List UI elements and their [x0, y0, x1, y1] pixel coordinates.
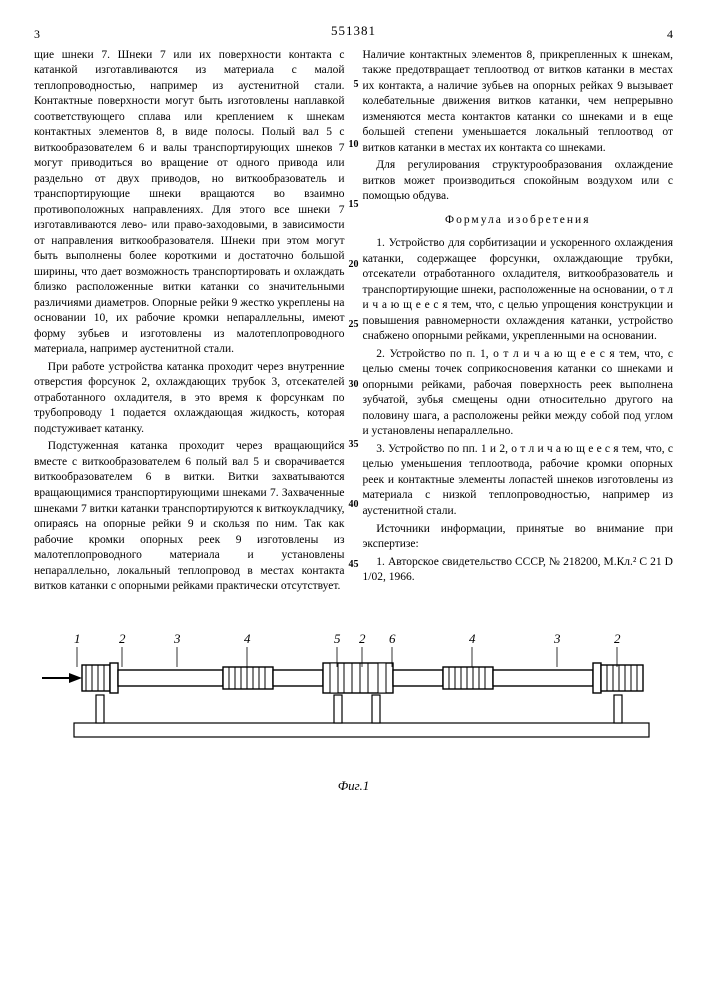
patent-number: 551381: [34, 22, 673, 40]
left-column: щие шнеки 7. Шнеки 7 или их поверхности …: [34, 48, 345, 597]
left-p2: При работе устройства катанка проходит ч…: [34, 360, 345, 438]
text-columns: щие шнеки 7. Шнеки 7 или их поверхности …: [34, 48, 673, 597]
right-p1: Наличие контактных элементов 8, прикрепл…: [363, 48, 674, 157]
line-number: 40: [349, 498, 359, 512]
line-number: 20: [349, 258, 359, 272]
right-page-col-num: 4: [667, 26, 673, 42]
formula-heading: Формула изобретения: [363, 213, 674, 229]
figure-label: 4: [244, 631, 251, 646]
claim-1: 1. Устройство для сорбитизации и ускорен…: [363, 236, 674, 345]
figure-label: 1: [74, 631, 81, 646]
line-number: 35: [349, 438, 359, 452]
figure-label: 5: [334, 631, 341, 646]
figure-label: 4: [469, 631, 476, 646]
right-column: Наличие контактных элементов 8, прикрепл…: [363, 48, 674, 597]
line-number: 30: [349, 378, 359, 392]
figure-label: 6: [389, 631, 396, 646]
figure-label: 2: [119, 631, 126, 646]
line-number: 25: [349, 318, 359, 332]
sources-heading: Источники информации, принятые во вниман…: [363, 522, 674, 553]
line-number: 15: [349, 198, 359, 212]
source-1: 1. Авторское свидетельство СССР, № 21820…: [363, 555, 674, 586]
claim-3: 3. Устройство по пп. 1 и 2, о т л и ч а …: [363, 442, 674, 520]
line-number: 10: [349, 138, 359, 152]
figure-1: 1 2 3 4 5 2 6 4 3 2 Фиг.1: [34, 619, 673, 795]
left-p3: Подстуженная катанка проходит через вращ…: [34, 439, 345, 594]
figure-label: 3: [553, 631, 561, 646]
right-p2: Для регулирования структурообразования о…: [363, 158, 674, 205]
figure-label: 2: [359, 631, 366, 646]
left-p1: щие шнеки 7. Шнеки 7 или их поверхности …: [34, 48, 345, 358]
line-number: 5: [354, 78, 359, 92]
figure-label: 3: [173, 631, 181, 646]
left-page-col-num: 3: [34, 26, 40, 42]
patent-page: 3 4 551381 щие шнеки 7. Шнеки 7 или их п…: [0, 0, 707, 812]
line-number: 45: [349, 558, 359, 572]
figure-caption: Фиг.1: [34, 777, 673, 795]
claim-2: 2. Устройство по п. 1, о т л и ч а ю щ е…: [363, 347, 674, 440]
figure-label: 2: [614, 631, 621, 646]
figure-svg: 1 2 3 4 5 2 6 4 3 2: [34, 623, 673, 773]
